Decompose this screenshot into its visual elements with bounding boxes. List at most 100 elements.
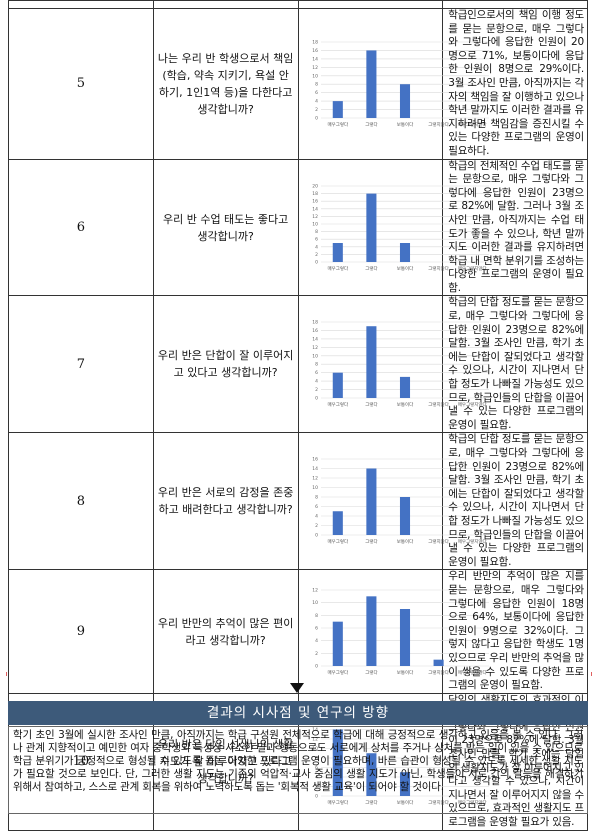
- bar: [365, 595, 376, 666]
- x-tick-label: 그렇지않다: [428, 669, 450, 676]
- x-tick-label: 매우그렇다: [327, 538, 349, 545]
- y-tick-label: 4: [315, 638, 318, 644]
- y-tick-label: 14: [312, 727, 318, 733]
- table-row: [8, 0, 588, 9]
- y-tick-label: 0: [315, 115, 318, 121]
- y-tick-label: 6: [315, 504, 318, 510]
- y-tick-label: 12: [312, 476, 318, 482]
- bar: [332, 511, 343, 536]
- table-row: 6 우리 반 수업 태도는 좋다고 생각합니까? 0 2 4 6 8 10 12 14 16 18 20…: [8, 158, 588, 297]
- y-tick-label: 18: [312, 320, 318, 326]
- bar: [365, 50, 376, 118]
- x-tick-label: 보통이다: [396, 121, 413, 128]
- y-tick-label: 20: [312, 183, 318, 189]
- y-tick-label: 10: [312, 485, 318, 491]
- y-tick-label: 6: [315, 90, 318, 96]
- down-arrow: [290, 683, 304, 693]
- y-tick-label: 0: [315, 533, 318, 539]
- item-number: 9: [8, 569, 154, 694]
- y-tick-label: 4: [315, 774, 318, 780]
- table-row: 9 우리 반만의 추억이 많은 편이라고 생각합니까? 0 2 4 6 8 10 12 매우그렇다…: [8, 569, 588, 694]
- y-tick-label: 12: [312, 736, 318, 742]
- y-tick-label: 14: [312, 56, 318, 62]
- question: 우리 반은 서로의 감정을 존중하고 배려한다고 생각합니까?: [152, 432, 299, 571]
- y-tick-label: 16: [312, 48, 318, 54]
- bar: [399, 771, 410, 796]
- y-tick-label: 8: [315, 229, 318, 235]
- x-tick-label: 그렇지않다: [428, 401, 450, 408]
- table-row: 7 우리 반은 단합이 잘 이루어지고 있다고 생각합니까? 0 2 4 6 8 10 12 14…: [8, 295, 588, 434]
- cell: [297, 0, 444, 9]
- description: 학급인으로서의 책임 이행 정도를 묻는 문항으로, 매우 그렇다와 그렇다에 …: [442, 8, 588, 160]
- item-number: 5: [8, 8, 154, 160]
- x-tick-label: 그렇지않다: [428, 538, 450, 545]
- x-tick-label: 매우그렇다: [327, 401, 349, 408]
- bar: [365, 468, 376, 536]
- y-tick-label: 0: [315, 396, 318, 402]
- table-row: 5 나는 우리 반 학생으로서 책임(학습, 약속 지키기, 욕설 안하기, 1인…: [8, 8, 588, 160]
- bar: [399, 242, 410, 262]
- x-tick-label: 그렇다: [365, 121, 378, 128]
- x-tick-label: 그렇다: [365, 538, 378, 545]
- y-tick-label: 4: [315, 514, 318, 520]
- bar: [365, 326, 376, 399]
- question: 나는 우리 반 학생으로서 책임(학습, 약속 지키기, 욕설 안하기, 1인1…: [152, 8, 299, 160]
- x-tick-label: 그렇지않다: [428, 799, 450, 806]
- bar: [399, 377, 410, 399]
- y-tick-label: 12: [312, 345, 318, 351]
- description: 학급의 전체적인 수업 태도를 묻는 문항으로, 매우 그렇다와 그렇다에 응답…: [442, 158, 588, 297]
- y-tick-label: 16: [312, 198, 318, 204]
- chart-cell: 0 2 4 6 8 10 12 14 16 18 매우그렇다 그렇다 보통이다 그렇지않다 매우그렇지않다: [297, 8, 489, 160]
- y-tick-label: 2: [315, 251, 318, 257]
- x-tick-label: 매우그렇다: [327, 799, 349, 806]
- y-tick-label: 6: [315, 371, 318, 377]
- question: 우리 반은 단합이 잘 이루어지고 있다고 생각합니까?: [152, 295, 299, 434]
- cell: [8, 0, 154, 9]
- y-tick-label: 16: [312, 328, 318, 334]
- x-tick-label: 그렇다: [365, 669, 378, 676]
- y-tick-label: 12: [312, 65, 318, 71]
- y-tick-label: 2: [315, 107, 318, 113]
- description: 학급의 단합 정도를 묻는 문항으로, 매우 그렇다와 그렇다에 응답한 인원이…: [442, 432, 588, 571]
- cell: [152, 0, 299, 9]
- x-tick-label: 그렇다: [365, 401, 378, 408]
- y-tick-label: 2: [315, 650, 318, 656]
- question: 우리 반 수업 태도는 좋다고 생각합니까?: [152, 158, 299, 297]
- y-tick-label: 8: [315, 362, 318, 368]
- y-tick-label: 6: [315, 765, 318, 771]
- x-tick-label: 그렇지않다: [428, 121, 450, 128]
- y-tick-label: 18: [312, 191, 318, 197]
- x-tick-label: 보통이다: [396, 799, 413, 806]
- bar: [365, 193, 376, 262]
- y-tick-label: 12: [312, 213, 318, 219]
- chart-cell: 0 2 4 6 8 10 12 14 16 18 20 매우그렇다 그렇다 보통이다 그렇지않다 매우그렇지않…: [297, 158, 489, 297]
- y-tick-label: 6: [315, 236, 318, 242]
- dashed-frame: [6, 672, 592, 676]
- page: 5 나는 우리 반 학생으로서 책임(학습, 약속 지키기, 욕설 안하기, 1인…: [6, 0, 592, 831]
- y-tick-label: 8: [315, 81, 318, 87]
- x-tick-label: 보통이다: [396, 538, 413, 545]
- x-tick-label: 그렇다: [365, 799, 378, 806]
- x-tick-label: 매우그렇다: [327, 121, 349, 128]
- y-tick-label: 4: [315, 379, 318, 385]
- y-tick-label: 2: [315, 523, 318, 529]
- y-tick-label: 0: [315, 793, 318, 799]
- x-tick-label: 그렇다: [365, 265, 378, 272]
- y-tick-label: 10: [312, 73, 318, 79]
- item-number: 6: [8, 158, 154, 297]
- x-tick-label: 매우그렇다: [327, 669, 349, 676]
- chart-cell: 0 2 4 6 8 10 12 14 16 18 매우그렇다 그렇다 보통이다 그렇지않다 매우그렇지않다: [297, 295, 489, 434]
- y-tick-label: 16: [312, 457, 318, 463]
- description: 학급의 단합 정도를 묻는 문항으로, 매우 그렇다와 그렇다에 응답한 인원이…: [442, 295, 588, 434]
- x-tick-label: 보통이다: [396, 401, 413, 408]
- description: 우리 반만의 추억이 많은 지를 묻는 문항으로, 매우 그렇다와 그렇다에 응…: [442, 569, 588, 694]
- x-tick-label: 보통이다: [396, 669, 413, 676]
- question: 우리 반만의 추억이 많은 편이라고 생각합니까?: [152, 569, 299, 694]
- y-tick-label: 6: [315, 625, 318, 631]
- section-body: 학기 초인 3월에 실시한 조사인 만큼, 아직까지는 학급 구성원 전체적으로…: [8, 726, 588, 814]
- y-tick-label: 10: [312, 354, 318, 360]
- y-tick-label: 2: [315, 387, 318, 393]
- y-tick-label: 14: [312, 337, 318, 343]
- bar: [433, 659, 444, 666]
